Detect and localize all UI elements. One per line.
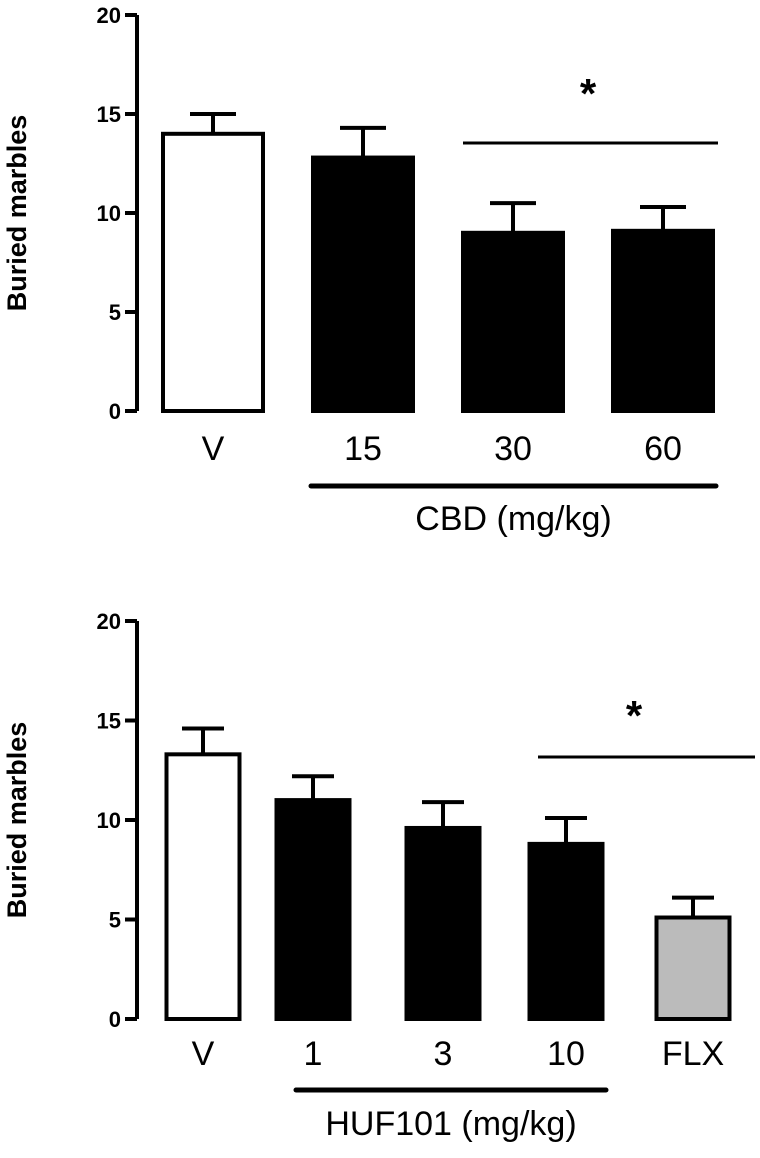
chart-huf101-svg: 0 5 10 15 20 Buried marbles V 1 3 10 FLX HUF101 (mg… [2,609,755,1143]
x-category-label: 30 [494,430,532,468]
y-tick-label: 5 [109,908,121,933]
y-axis-label: Buried marbles [2,115,32,312]
x-category-label: FLX [662,1035,724,1073]
y-tick-label: 0 [109,399,121,424]
x-category-label: 60 [644,430,682,468]
bar [164,752,242,1022]
bar [274,798,352,1021]
bar [654,915,732,1022]
chart-huf101: 0 5 10 15 20 Buried marbles V 1 3 10 FLX HUF101 (mg… [0,600,760,1158]
y-tick-label: 20 [97,609,121,634]
y-tick-label: 10 [97,808,121,833]
bar [527,841,605,1021]
chart-cbd: 0 5 10 15 20 Buried marbles V 15 30 60 CBD (mg/kg)… [0,0,760,560]
bar [161,131,265,414]
x-category-label: 15 [344,430,382,468]
bar [404,825,482,1021]
bar [461,230,565,413]
y-tick-label: 10 [97,201,121,226]
group-label: HUF101 (mg/kg) [325,1105,576,1143]
x-category-label: V [192,1035,215,1073]
significance-marker: * [580,70,597,117]
y-tick-label: 15 [97,709,121,734]
y-tick-label: 5 [109,300,121,325]
group-label: CBD (mg/kg) [415,500,611,538]
y-tick-label: 0 [109,1007,121,1032]
significance-marker: * [626,692,643,739]
y-tick-label: 20 [97,3,121,28]
bar [611,228,715,413]
bar [311,155,415,413]
x-category-label: V [202,430,225,468]
chart-cbd-svg: 0 5 10 15 20 Buried marbles V 15 30 60 CBD (mg/kg)… [2,3,719,538]
y-tick-label: 15 [97,102,121,127]
x-category-label: 3 [434,1035,453,1073]
x-category-label: 10 [547,1035,585,1073]
y-axis-label: Buried marbles [2,722,32,919]
x-category-label: 1 [304,1035,323,1073]
